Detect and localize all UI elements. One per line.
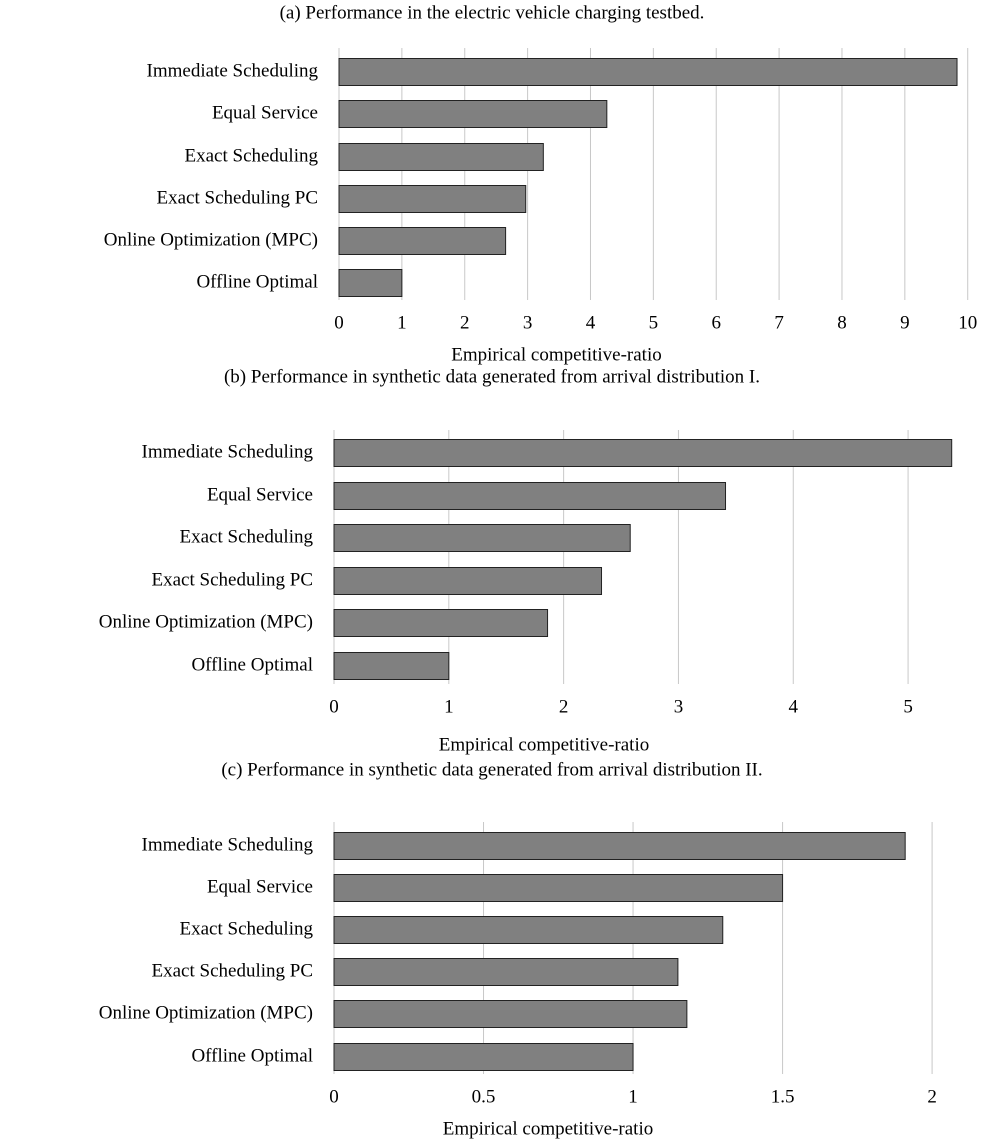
x-tick-label: 5 <box>903 696 913 717</box>
bar <box>338 269 403 297</box>
y-tick-label: Immediate Scheduling <box>142 834 314 855</box>
y-tick-label: Equal Service <box>212 102 318 123</box>
y-tick-label: Exact Scheduling <box>180 918 314 939</box>
x-tick-label: 8 <box>837 312 847 333</box>
bar <box>333 439 953 467</box>
chart-title: (b) Performance in synthetic data genera… <box>224 366 760 387</box>
x-tick-label: 5 <box>649 312 659 333</box>
bar <box>333 874 784 902</box>
bar <box>338 100 608 128</box>
y-tick-label: Immediate Scheduling <box>142 441 314 462</box>
x-tick-label: 0 <box>329 696 339 717</box>
y-tick-label: Offline Optimal <box>196 271 318 292</box>
x-axis-label: Empirical competitive-ratio <box>439 734 650 755</box>
bar <box>333 1000 688 1028</box>
bar <box>338 185 527 213</box>
bar <box>338 58 958 86</box>
x-tick-label: 3 <box>523 312 533 333</box>
y-tick-label: Offline Optimal <box>191 654 313 675</box>
y-tick-label: Exact Scheduling PC <box>152 569 313 590</box>
bar <box>333 652 450 680</box>
x-tick-label: 9 <box>900 312 910 333</box>
bar <box>333 482 727 510</box>
y-tick-label: Exact Scheduling <box>180 526 314 547</box>
bar <box>333 524 631 552</box>
y-tick-label: Exact Scheduling PC <box>157 187 318 208</box>
x-tick-label: 1 <box>397 312 407 333</box>
x-tick-label: 2 <box>927 1086 937 1107</box>
bar <box>333 1043 634 1071</box>
y-tick-label: Exact Scheduling PC <box>152 960 313 981</box>
bar <box>333 832 906 860</box>
bar <box>338 227 507 255</box>
x-tick-label: 10 <box>958 312 977 333</box>
x-tick-label: 1.5 <box>771 1086 795 1107</box>
x-tick-label: 0.5 <box>472 1086 496 1107</box>
x-tick-label: 2 <box>460 312 470 333</box>
bar <box>333 609 549 637</box>
x-tick-label: 4 <box>586 312 596 333</box>
x-tick-label: 1 <box>628 1086 638 1107</box>
x-tick-label: 0 <box>329 1086 339 1107</box>
bar <box>338 143 544 171</box>
y-tick-label: Equal Service <box>207 484 313 505</box>
bar <box>333 958 679 986</box>
x-axis-label: Empirical competitive-ratio <box>451 344 662 365</box>
x-tick-label: 0 <box>334 312 344 333</box>
x-tick-label: 1 <box>444 696 454 717</box>
chart-title: (c) Performance in synthetic data genera… <box>221 759 762 780</box>
y-tick-label: Online Optimization (MPC) <box>99 1002 313 1023</box>
y-tick-label: Online Optimization (MPC) <box>104 229 318 250</box>
y-tick-label: Online Optimization (MPC) <box>99 611 313 632</box>
y-tick-label: Exact Scheduling <box>185 145 319 166</box>
x-tick-label: 6 <box>711 312 721 333</box>
x-tick-label: 4 <box>789 696 799 717</box>
x-axis-label: Empirical competitive-ratio <box>443 1118 654 1139</box>
x-tick-label: 3 <box>674 696 684 717</box>
x-tick-label: 7 <box>774 312 784 333</box>
y-tick-label: Offline Optimal <box>191 1045 313 1066</box>
x-tick-label: 2 <box>559 696 569 717</box>
bar <box>333 567 603 595</box>
bar <box>333 916 724 944</box>
chart-title: (a) Performance in the electric vehicle … <box>280 2 705 23</box>
y-tick-label: Immediate Scheduling <box>147 60 319 81</box>
y-tick-label: Equal Service <box>207 876 313 897</box>
